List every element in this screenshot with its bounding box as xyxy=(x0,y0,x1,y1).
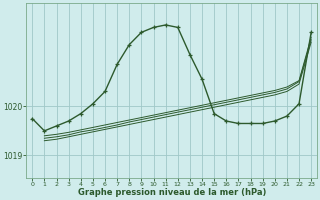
X-axis label: Graphe pression niveau de la mer (hPa): Graphe pression niveau de la mer (hPa) xyxy=(77,188,266,197)
